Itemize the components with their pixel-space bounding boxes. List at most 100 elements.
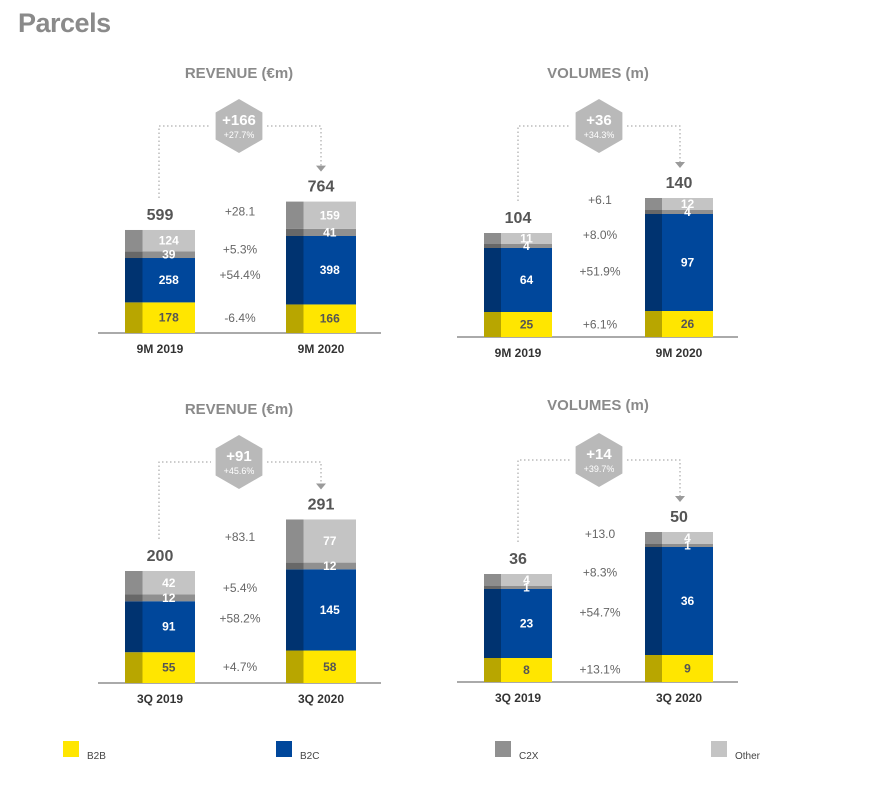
- connector-right: [627, 459, 681, 496]
- legend-label-c2x: C2X: [519, 751, 539, 762]
- bar-segment-other: [303, 201, 356, 229]
- data-label-b2c: 398: [320, 263, 340, 277]
- legend-swatch-b2c: [276, 741, 292, 757]
- data-label-b2c: 64: [520, 273, 534, 287]
- legend-swatch-c2x: [495, 741, 511, 757]
- data-label-other: 159: [320, 208, 340, 222]
- bar-segment-other: [662, 532, 713, 544]
- change-percent: +27.7%: [224, 130, 255, 140]
- bar-segment-b2b: [303, 650, 356, 683]
- segment-change-other: +13.0: [585, 527, 616, 541]
- bar-total-label: 140: [666, 175, 693, 192]
- bar-segment-c2x-left: [125, 594, 143, 602]
- bar-segment-other-left: [286, 519, 304, 563]
- bar-segment-b2c: [142, 601, 195, 653]
- legend-label-b2b: B2B: [87, 751, 106, 762]
- segment-change-c2x: +5.3%: [223, 243, 258, 257]
- bar-segment-b2c-left: [645, 214, 662, 311]
- bar-segment-c2x-left: [645, 210, 662, 214]
- category-label: 9M 2019: [137, 342, 184, 356]
- bar-segment-b2c: [142, 258, 195, 303]
- change-absolute: +14: [586, 446, 612, 463]
- bar-total-label: 200: [147, 548, 174, 565]
- arrowhead: [675, 496, 685, 502]
- bar-segment-c2x: [303, 228, 356, 236]
- bar-segment-other: [501, 574, 552, 586]
- data-label-b2b: 8: [523, 663, 530, 677]
- bar-segment-b2c: [662, 547, 713, 655]
- segment-change-b2c: +54.4%: [219, 268, 260, 282]
- bar-segment-other: [501, 233, 552, 244]
- category-label: 9M 2020: [298, 342, 345, 356]
- bar-segment-b2b-left: [125, 652, 143, 683]
- bar-segment-c2x: [662, 544, 713, 547]
- bar-segment-b2c-left: [484, 248, 501, 312]
- change-absolute: +36: [586, 112, 611, 129]
- category-label: 3Q 2019: [495, 691, 541, 705]
- bar-segment-other-left: [484, 233, 501, 244]
- bar-segment-c2x-left: [286, 562, 304, 570]
- bar-segment-other-left: [484, 574, 501, 586]
- change-badge: [575, 99, 623, 153]
- category-label: 3Q 2019: [137, 692, 183, 706]
- bar-segment-b2b: [501, 658, 552, 682]
- segment-change-c2x: +8.3%: [583, 566, 618, 580]
- segment-change-c2x: +5.4%: [223, 581, 258, 595]
- data-label-other: 77: [323, 534, 337, 548]
- legend-label-b2c: B2C: [300, 751, 320, 762]
- change-percent: +45.6%: [224, 466, 255, 476]
- segment-change-c2x: +8.0%: [583, 228, 618, 242]
- arrowhead: [675, 162, 685, 168]
- segment-change-b2c: +54.7%: [579, 605, 620, 619]
- change-badge: [215, 99, 263, 153]
- category-label: 9M 2020: [656, 346, 703, 360]
- segment-change-other: +83.1: [225, 530, 256, 544]
- bar-segment-other: [142, 229, 195, 252]
- bar-segment-b2b: [142, 302, 195, 333]
- bar-segment-b2c: [303, 569, 356, 651]
- segment-change-other: +6.1: [588, 193, 612, 207]
- change-badge: [575, 433, 623, 487]
- chart-title: VOLUMES (m): [547, 65, 649, 82]
- data-label-c2x: 12: [323, 559, 337, 573]
- chart-title: REVENUE (€m): [185, 65, 293, 82]
- bar-segment-b2b-left: [484, 312, 501, 337]
- data-label-b2b: 26: [681, 317, 695, 331]
- segment-change-b2b: +6.1%: [583, 317, 618, 331]
- bar-segment-other: [142, 571, 195, 595]
- bar-segment-b2c-left: [286, 235, 304, 305]
- data-label-b2b: 25: [520, 318, 534, 332]
- data-label-b2c: 23: [520, 617, 534, 631]
- bar-segment-b2c-left: [125, 258, 143, 303]
- category-label: 9M 2019: [495, 346, 542, 360]
- bar-total-label: 599: [147, 207, 174, 224]
- bar-segment-b2c: [501, 248, 552, 312]
- data-label-c2x: 39: [162, 248, 176, 262]
- bar-total-label: 291: [308, 496, 335, 513]
- bar-segment-b2c-left: [125, 601, 143, 653]
- bar-total-label: 104: [505, 210, 532, 227]
- data-label-b2c: 145: [320, 603, 340, 617]
- legend-label-other: Other: [735, 751, 761, 762]
- data-label-b2c: 97: [681, 256, 695, 270]
- data-label-other: 4: [523, 573, 530, 587]
- bar-segment-b2b-left: [484, 658, 501, 682]
- bar-segment-b2b: [662, 655, 713, 682]
- legend-swatch-b2b: [63, 741, 79, 757]
- category-label: 3Q 2020: [298, 692, 344, 706]
- data-label-other: 12: [681, 197, 695, 211]
- bar-segment-other-left: [125, 571, 143, 595]
- bar-segment-b2b-left: [645, 311, 662, 337]
- data-label-other: 124: [159, 234, 179, 248]
- change-absolute: +91: [226, 448, 251, 465]
- data-label-c2x: 4: [523, 239, 530, 253]
- bar-segment-c2x: [662, 210, 713, 214]
- bar-segment-other-left: [125, 229, 143, 252]
- bar-segment-c2x: [303, 562, 356, 570]
- bar-segment-other-left: [645, 198, 662, 210]
- segment-change-b2c: +58.2%: [219, 611, 260, 625]
- bar-segment-c2x: [501, 586, 552, 589]
